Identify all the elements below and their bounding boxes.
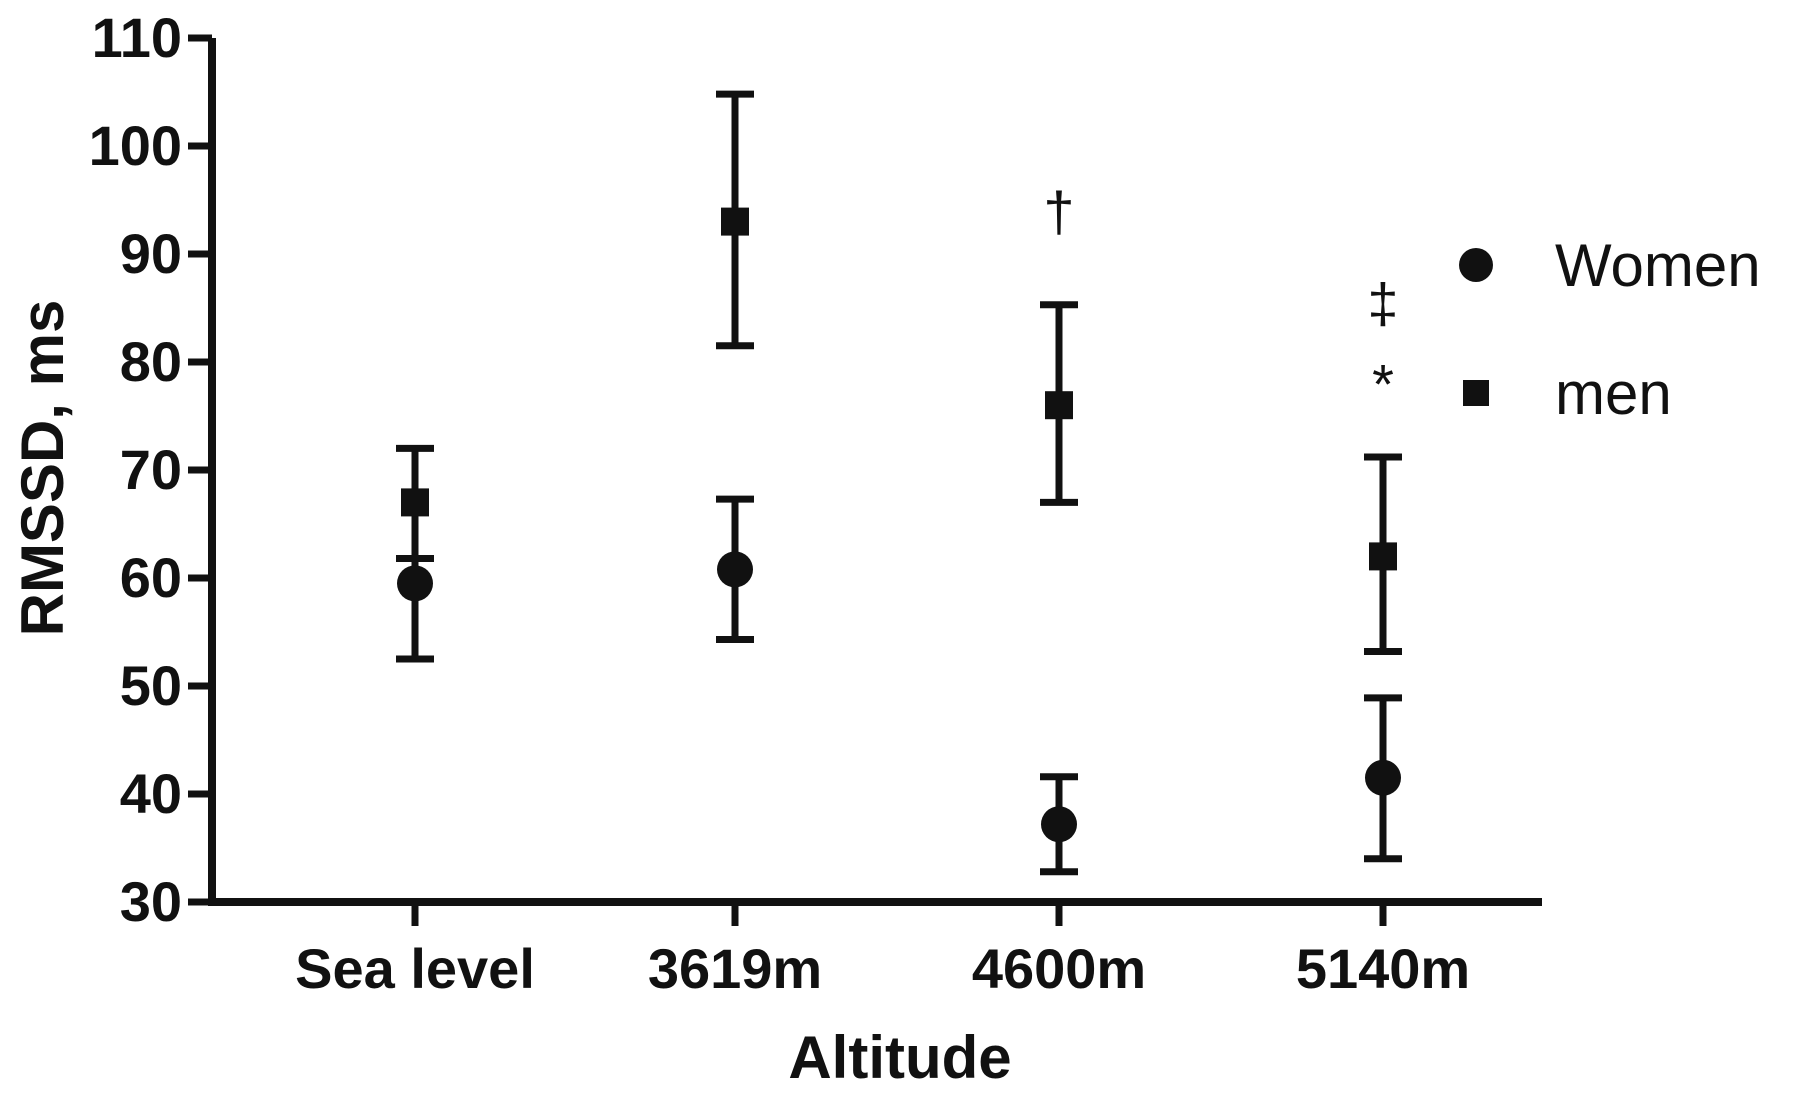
x-tick-label: Sea level bbox=[295, 937, 535, 1000]
x-tick-label: 5140m bbox=[1296, 937, 1470, 1000]
legend-marker-men bbox=[1463, 380, 1489, 406]
y-tick-label: 50 bbox=[120, 654, 182, 717]
legend-marker-women bbox=[1459, 248, 1493, 282]
x-tick-label: 3619m bbox=[648, 937, 822, 1000]
significance-marker: † bbox=[1043, 180, 1074, 243]
y-tick-label: 70 bbox=[120, 438, 182, 501]
y-tick-label: 80 bbox=[120, 330, 182, 393]
women-point bbox=[397, 565, 433, 602]
y-axis-title: RMSSD, ms bbox=[9, 300, 76, 637]
y-tick-label: 60 bbox=[120, 546, 182, 609]
men-point bbox=[1045, 391, 1073, 420]
y-tick-label: 90 bbox=[120, 222, 182, 285]
x-tick-label: 4600m bbox=[972, 937, 1146, 1000]
women-point bbox=[1365, 759, 1401, 796]
y-tick-label: 110 bbox=[92, 6, 182, 69]
significance-marker: ‡ bbox=[1367, 272, 1398, 335]
significance-marker: * bbox=[1372, 353, 1394, 416]
legend-label-women: Women bbox=[1555, 232, 1761, 299]
y-tick-label: 40 bbox=[120, 762, 182, 825]
y-tick-label: 30 bbox=[120, 870, 182, 933]
y-tick-label: 100 bbox=[89, 114, 182, 177]
women-point bbox=[1041, 806, 1077, 843]
women-point bbox=[717, 551, 753, 588]
men-point bbox=[401, 488, 429, 517]
legend-label-men: men bbox=[1555, 360, 1672, 427]
men-point bbox=[1369, 542, 1397, 571]
men-point bbox=[721, 207, 749, 236]
x-axis-title: Altitude bbox=[788, 1024, 1011, 1091]
